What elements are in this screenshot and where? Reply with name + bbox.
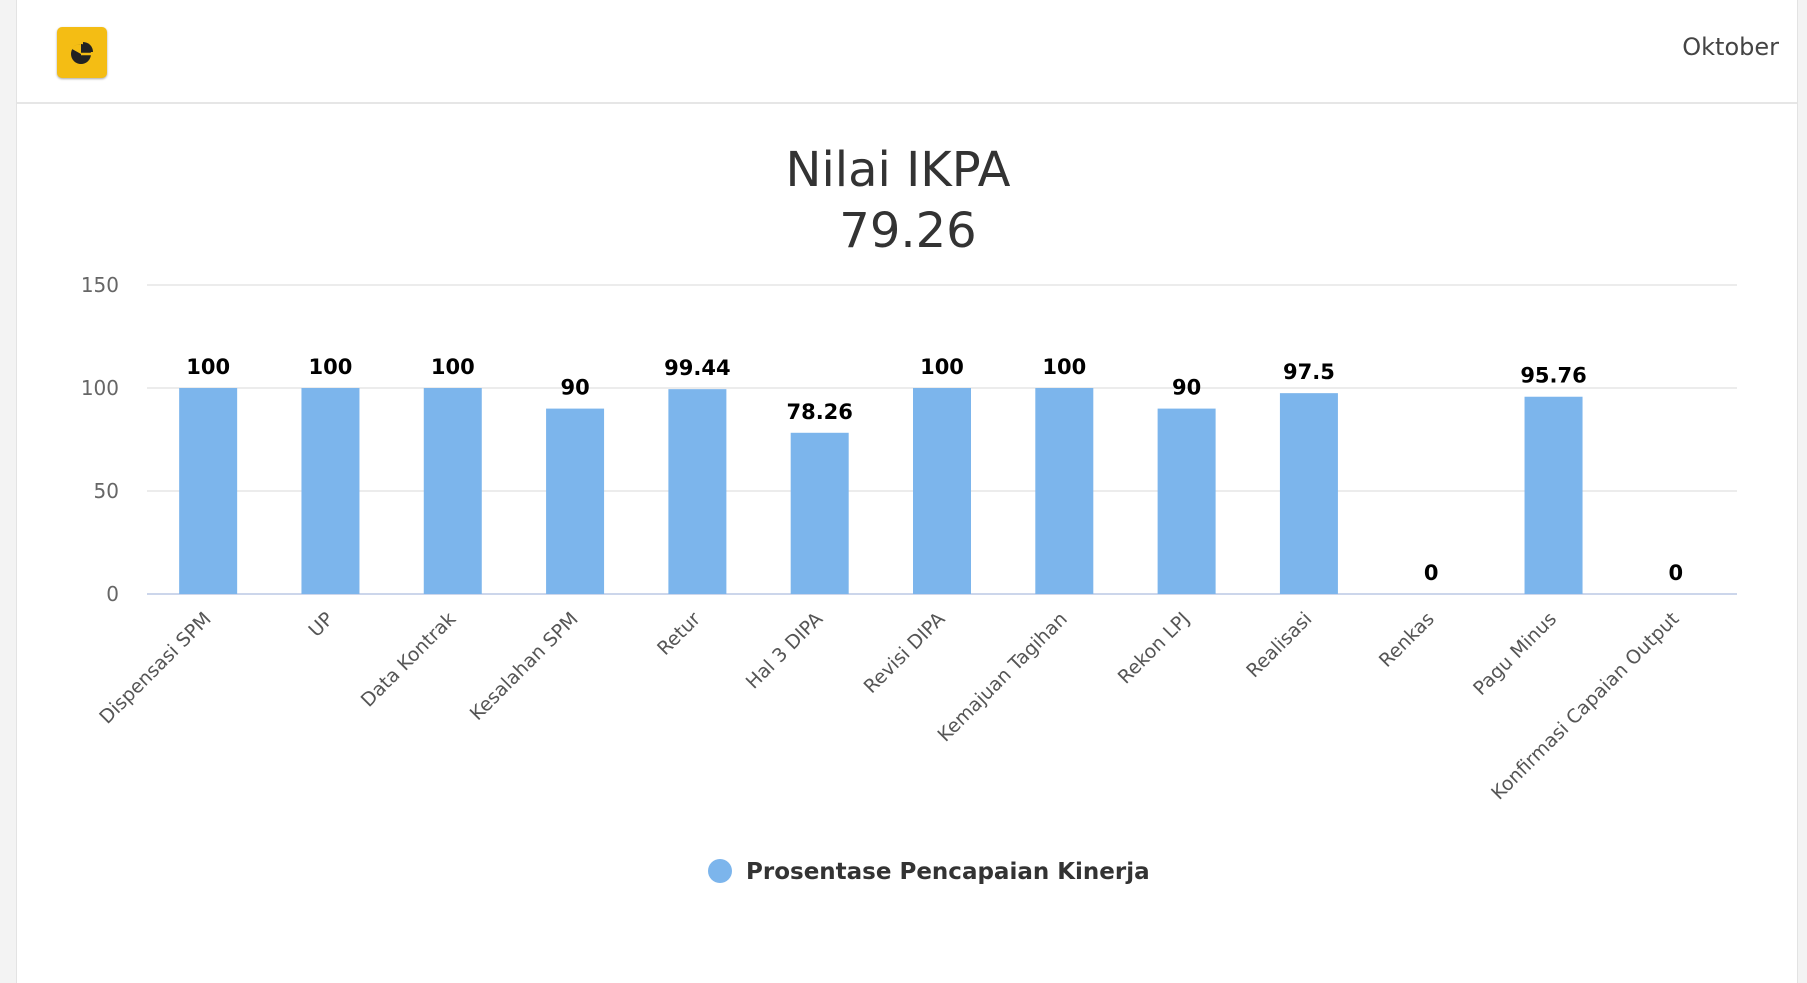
data-label: 95.76 [1520, 364, 1586, 388]
category-label: Rekon LPJ [1114, 608, 1194, 688]
category-label: Kesalahan SPM [466, 608, 583, 725]
category-label: Data Kontrak [357, 608, 461, 712]
y-tick-label: 0 [106, 582, 119, 606]
bar[interactable] [1279, 393, 1338, 594]
month-label[interactable]: Oktober [1682, 33, 1779, 61]
data-label: 78.26 [786, 400, 852, 424]
data-label: 99.44 [664, 356, 730, 380]
bar[interactable] [301, 388, 360, 594]
data-label: 97.5 [1283, 360, 1335, 384]
bar[interactable] [1157, 408, 1216, 594]
data-label: 90 [1172, 376, 1201, 400]
category-label: Kemajuan Tagihan [934, 608, 1072, 746]
legend-marker [708, 859, 732, 883]
data-label: 100 [920, 355, 964, 379]
y-axis-ticks: 0 50 100 150 [81, 273, 119, 606]
x-axis-categories: Dispensasi SPM UP Data Kontrak Kesalahan SP… [95, 608, 1683, 804]
data-label: 0 [1424, 561, 1439, 585]
bar[interactable] [1524, 396, 1583, 594]
category-label: Revisi DIPA [860, 608, 950, 698]
bar[interactable] [423, 388, 482, 594]
card-header: Oktober [17, 0, 1797, 104]
data-labels: 100 100 100 90 99.44 78.26 100 100 90 97.5 0 95.76 0 [186, 355, 1683, 585]
category-label: Renkas [1375, 608, 1439, 672]
chart-title-value: 79.26 [839, 203, 976, 259]
y-tick-label: 150 [81, 273, 119, 297]
bar[interactable] [546, 408, 605, 594]
bar[interactable] [1035, 388, 1094, 594]
legend[interactable]: Prosentase Pencapaian Kinerja [708, 859, 1150, 885]
category-label: Pagu Minus [1469, 608, 1561, 700]
bar[interactable] [913, 388, 971, 594]
bar[interactable] [668, 389, 727, 594]
bar[interactable] [790, 432, 849, 594]
category-label: Retur [653, 608, 705, 660]
y-tick-label: 100 [81, 376, 119, 400]
data-label: 90 [560, 376, 589, 400]
ikpa-card: Oktober Nilai IKPA 79.26 0 50 100 150 100 10… [16, 0, 1798, 983]
chart-title: Nilai IKPA [786, 142, 1011, 198]
ikpa-chart: Nilai IKPA 79.26 0 50 100 150 100 100 100 90 99… [17, 104, 1799, 983]
bar[interactable] [179, 388, 238, 594]
data-label: 100 [1042, 355, 1086, 379]
data-label: 100 [186, 355, 230, 379]
ikpa-bar-chart: Nilai IKPA 79.26 0 50 100 150 100 100 100 90 99… [81, 142, 1737, 885]
data-label: 100 [431, 355, 475, 379]
legend-label: Prosentase Pencapaian Kinerja [746, 859, 1150, 885]
bars [179, 388, 1583, 594]
chart-type-button[interactable] [57, 27, 107, 78]
pie-chart-icon [71, 41, 93, 64]
category-label: Dispensasi SPM [95, 608, 215, 728]
data-label: 100 [309, 355, 353, 379]
data-label: 0 [1669, 561, 1684, 585]
category-label: Realisasi [1242, 608, 1316, 682]
category-label: UP [304, 608, 337, 641]
y-tick-label: 50 [94, 479, 119, 503]
category-label: Hal 3 DIPA [742, 608, 827, 693]
